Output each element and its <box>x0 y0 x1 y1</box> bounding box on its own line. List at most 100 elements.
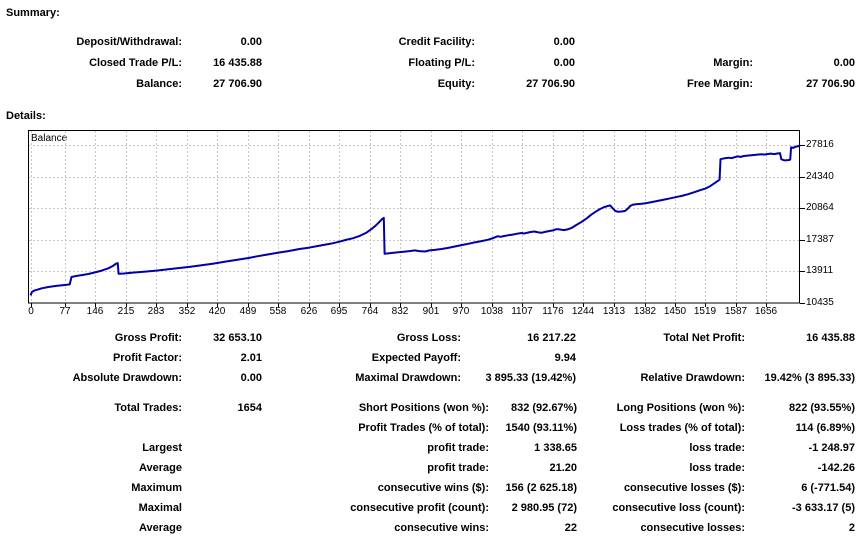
stat-label: profit trade: <box>427 462 489 474</box>
stat-label: Maximal Drawdown: <box>355 372 461 384</box>
stat-value: 156 (2 625.18) <box>505 482 577 494</box>
x-tick-label: 1313 <box>602 306 626 317</box>
x-tick-label: 1519 <box>693 306 717 317</box>
stat-value: 16 435.88 <box>213 57 262 69</box>
stat-value <box>745 348 855 368</box>
stat-label: Credit Facility: <box>398 36 475 48</box>
stat-label: loss trade: <box>689 462 745 474</box>
stat-label: Gross Loss: <box>396 332 461 344</box>
stat-label: consecutive wins ($): <box>377 482 489 494</box>
x-tick-label: 352 <box>178 306 196 317</box>
x-tick-label: 215 <box>117 306 135 317</box>
stat-label: Average <box>138 462 182 474</box>
x-tick-label: 1656 <box>754 306 778 317</box>
stat-label: Average <box>138 522 182 534</box>
stat-label: consecutive losses ($): <box>623 482 745 494</box>
x-tick-label: 1107 <box>511 306 533 317</box>
y-tick-label: 17387 <box>806 234 834 245</box>
summary-table: Deposit/Withdrawal: 0.00 Credit Facility: 0… <box>0 32 855 95</box>
stat-value: 16 217.22 <box>527 332 576 344</box>
stat-label: Total Net Profit: <box>663 332 745 344</box>
trade-stats-table: Total Trades: 1654 Short Positions (won %)… <box>0 398 855 538</box>
stat-value <box>753 32 855 53</box>
y-tick-label: 13911 <box>806 265 834 276</box>
stat-label: Profit Trades (% of total): <box>358 422 489 434</box>
x-tick-label: 1244 <box>571 306 595 317</box>
stat-value: 0.00 <box>240 36 262 48</box>
stat-label: profit trade: <box>427 442 489 454</box>
stat-value: 0.00 <box>553 57 575 69</box>
stat-value <box>182 498 262 518</box>
x-tick-label: 283 <box>147 306 165 317</box>
x-tick-label: 1038 <box>480 306 504 317</box>
y-tick-label: 27816 <box>806 139 834 150</box>
x-tick-label: 626 <box>300 306 318 317</box>
x-tick-label: 1176 <box>542 306 564 317</box>
stat-value: 27 706.90 <box>213 78 262 90</box>
stat-label: Margin: <box>713 57 753 69</box>
stat-value: 2 980.95 (72) <box>511 502 577 514</box>
x-tick-label: 77 <box>59 306 71 317</box>
stat-label: Total Trades: <box>114 402 182 414</box>
stat-label: Balance: <box>136 78 182 90</box>
stat-value: 32 653.10 <box>213 332 262 344</box>
x-tick-label: 970 <box>452 306 470 317</box>
stat-value: 27 706.90 <box>806 78 855 90</box>
stat-value: 2.01 <box>240 352 262 364</box>
stat-label: consecutive loss (count): <box>612 502 745 514</box>
stat-label: Profit Factor: <box>112 352 182 364</box>
stat-label: Gross Profit: <box>114 332 182 344</box>
x-tick-label: 901 <box>422 306 440 317</box>
stat-value: 22 <box>564 522 577 534</box>
stat-label <box>0 418 182 438</box>
stat-value: 21.20 <box>549 462 577 474</box>
stat-value: -142.26 <box>817 462 855 474</box>
stat-label: Expected Payoff: <box>371 352 461 364</box>
x-tick-label: 1382 <box>633 306 657 317</box>
x-tick-label: 420 <box>208 306 226 317</box>
stat-label <box>575 32 753 53</box>
stat-label: Deposit/Withdrawal: <box>76 36 182 48</box>
stat-value: 16 435.88 <box>806 332 855 344</box>
y-tick-label: 24340 <box>806 171 834 182</box>
stat-value: 3 895.33 (19.42%) <box>485 372 576 384</box>
summary-heading: Summary: <box>6 7 60 19</box>
stat-value <box>182 458 262 478</box>
stat-value: 1654 <box>237 402 262 414</box>
y-tick-label: 10435 <box>806 297 834 308</box>
stat-label: Largest <box>142 442 182 454</box>
y-tick-label: 20864 <box>806 202 834 213</box>
x-tick-label: 1450 <box>663 306 687 317</box>
x-tick-label: 489 <box>239 306 257 317</box>
stat-label: consecutive wins: <box>394 522 489 534</box>
balance-chart-plot <box>28 130 805 307</box>
stat-label <box>576 348 745 368</box>
stat-label: Floating P/L: <box>408 57 475 69</box>
x-tick-label: 695 <box>330 306 348 317</box>
x-tick-label: 558 <box>269 306 287 317</box>
chart-border <box>28 130 800 304</box>
x-tick-label: 146 <box>86 306 104 317</box>
stat-label: Equity: <box>437 78 475 90</box>
details-heading: Details: <box>6 110 46 122</box>
stat-label: consecutive losses: <box>640 522 745 534</box>
stat-value <box>182 418 262 438</box>
balance-chart: Balance 10435 13911 17387 20864 24340 27816 0… <box>0 130 859 330</box>
x-tick-label: 1587 <box>724 306 748 317</box>
stat-value: 2 <box>848 522 855 534</box>
stat-label: Relative Drawdown: <box>640 372 745 384</box>
stat-value: 0.00 <box>240 372 262 384</box>
x-tick-label: 764 <box>361 306 379 317</box>
stat-value: -3 633.17 (5) <box>792 502 855 514</box>
stat-value: 832 (92.67%) <box>510 402 577 414</box>
profit-stats-table: Gross Profit: 32 653.10 Gross Loss: 16 217.… <box>0 328 855 388</box>
stat-value <box>182 518 262 538</box>
stat-value: 27 706.90 <box>526 78 575 90</box>
x-tick-label: 0 <box>28 306 34 317</box>
stat-value: 6 (-771.54) <box>801 482 855 494</box>
stat-label: Maximum <box>131 482 182 494</box>
stat-label: consecutive profit (count): <box>350 502 489 514</box>
stat-label: Loss trades (% of total): <box>619 422 745 434</box>
stat-label: Long Positions (won %): <box>616 402 745 414</box>
